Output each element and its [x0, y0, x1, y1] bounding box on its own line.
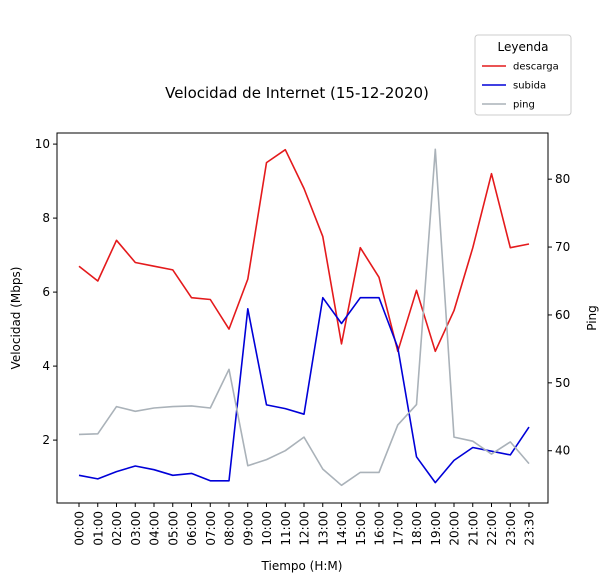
x-tick-label: 02:00 — [110, 511, 124, 546]
plot-frame — [56, 132, 549, 504]
x-tick-label: 08:00 — [223, 511, 237, 546]
legend-entries: descarga subida ping — [482, 62, 559, 111]
y-right-tick-label: 60 — [555, 308, 570, 322]
y-axis-left-ticks: 2 4 6 8 10 — [35, 137, 57, 447]
x-tick-label: 04:00 — [148, 511, 162, 546]
x-tick-label: 23:30 — [523, 511, 537, 546]
y-right-tick-label: 50 — [555, 376, 570, 390]
x-axis-label: Tiempo (H:M) — [261, 559, 343, 573]
y-axis-left-label: Velocidad (Mbps) — [9, 267, 23, 370]
y-right-tick-label: 80 — [555, 172, 570, 186]
y-right-tick-label: 40 — [555, 444, 570, 458]
series-line-ping — [78, 148, 530, 487]
x-tick-label: 13:00 — [316, 511, 330, 546]
series-line-descarga — [78, 148, 530, 353]
chart-title: Velocidad de Internet (15-12-2020) — [165, 84, 429, 102]
x-tick-label: 12:00 — [298, 511, 312, 546]
x-tick-label: 23:00 — [504, 511, 518, 546]
legend-label-descarga: descarga — [513, 62, 559, 73]
legend-label-subida: subida — [513, 81, 546, 92]
x-tick-label: 06:00 — [185, 511, 199, 546]
x-tick-label: 22:00 — [485, 511, 499, 546]
x-tick-label: 21:00 — [466, 511, 480, 546]
y-left-tick-label: 4 — [42, 359, 50, 373]
y-right-tick-label: 70 — [555, 240, 570, 254]
x-tick-label: 19:00 — [429, 511, 443, 546]
x-tick-label: 01:00 — [91, 511, 105, 546]
legend-title: Leyenda — [498, 40, 549, 54]
x-tick-label: 07:00 — [204, 511, 218, 546]
x-tick-label: 16:00 — [373, 511, 387, 546]
x-axis-ticks: 00:00 01:00 02:00 03:00 04:00 05:00 06:00 07:00… — [73, 503, 537, 546]
x-tick-label: 17:00 — [391, 511, 405, 546]
y-left-tick-label: 2 — [42, 433, 50, 447]
plot-area: 2 4 6 8 10 40 50 60 70 80 00:00 01:00 02:00 03:00 04… — [35, 132, 570, 546]
legend-label-ping: ping — [513, 100, 535, 111]
x-tick-label: 11:00 — [279, 511, 293, 546]
x-tick-label: 00:00 — [73, 511, 87, 546]
y-left-tick-label: 6 — [42, 285, 50, 299]
y-left-tick-label: 10 — [35, 137, 50, 151]
legend-box — [474, 34, 572, 116]
series-line-subida — [78, 296, 530, 484]
y-axis-right-label: Ping — [585, 305, 599, 331]
series-layer — [78, 148, 530, 487]
x-tick-label: 10:00 — [260, 511, 274, 546]
x-tick-label: 14:00 — [335, 511, 349, 546]
x-tick-label: 18:00 — [410, 511, 424, 546]
legend: Leyenda descarga subida ping — [474, 34, 572, 116]
y-axis-right-ticks: 40 50 60 70 80 — [548, 172, 570, 458]
x-tick-label: 05:00 — [166, 511, 180, 546]
x-tick-label: 09:00 — [241, 511, 255, 546]
x-tick-label: 03:00 — [129, 511, 143, 546]
x-tick-label: 15:00 — [354, 511, 368, 546]
x-tick-label: 20:00 — [448, 511, 462, 546]
y-left-tick-label: 8 — [42, 211, 50, 225]
